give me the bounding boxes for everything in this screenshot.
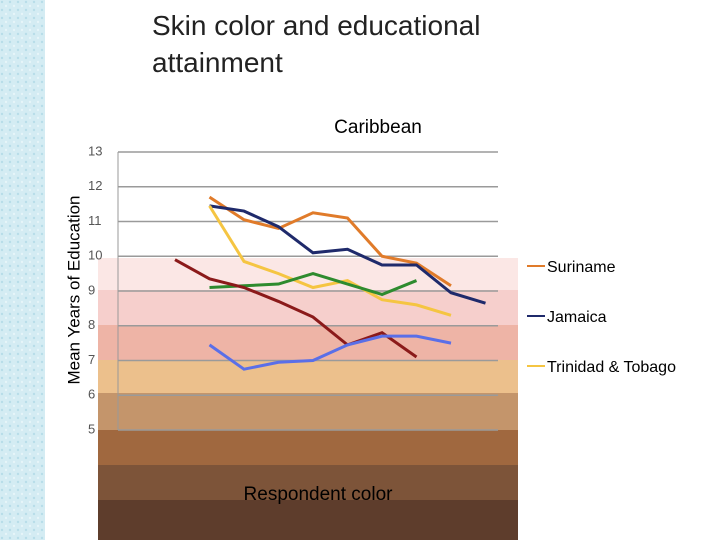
- y-tick-label: 6: [88, 387, 95, 402]
- y-tick-label: 11: [88, 213, 102, 228]
- series-line: [174, 258, 418, 359]
- x-axis-label: Respondent color: [244, 484, 394, 505]
- series-line: [208, 334, 452, 371]
- y-tick-label: 10: [88, 248, 102, 263]
- y-tick-label: 8: [88, 317, 95, 332]
- series-line: [209, 272, 418, 297]
- series-line: [208, 195, 452, 288]
- y-tick-label: 13: [88, 143, 102, 158]
- legend-label: Suriname: [547, 259, 616, 276]
- series-line: [209, 204, 486, 305]
- y-axis-label: Mean Years of Education: [64, 195, 83, 384]
- side-strip: [0, 0, 45, 540]
- legend-label: Jamaica: [547, 309, 607, 326]
- y-tick-label: 9: [88, 282, 95, 297]
- chart-title: Caribbean: [334, 117, 422, 138]
- legend-label: Trinidad & Tobago: [547, 359, 676, 376]
- y-tick-label: 12: [88, 178, 102, 193]
- series-line: [208, 205, 452, 317]
- y-tick-label: 7: [88, 352, 95, 367]
- slide-title: Skin color and educational attainment: [152, 10, 480, 78]
- y-tick-label: 5: [88, 421, 95, 436]
- color-swatches: [98, 258, 518, 540]
